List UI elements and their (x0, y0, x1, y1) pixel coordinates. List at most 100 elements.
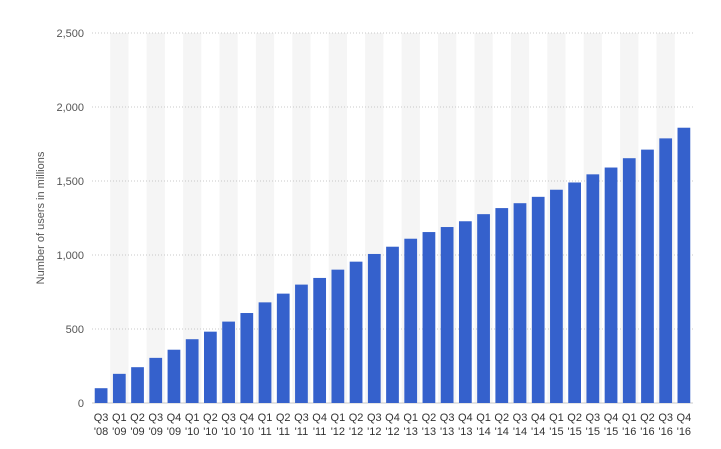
bar (604, 167, 618, 403)
x-tick-label-quarter: Q1 (331, 412, 346, 424)
bar (222, 321, 235, 403)
x-tick-label-quarter: Q3 (513, 412, 528, 424)
bar (404, 238, 418, 403)
x-tick-label-year: '12 (385, 426, 399, 438)
x-tick-label-year: '16 (622, 426, 636, 438)
x-tick-label-quarter: Q2 (130, 412, 145, 424)
bars (94, 127, 691, 403)
x-tick-label-quarter: Q4 (677, 412, 692, 424)
x-tick-label-quarter: Q3 (94, 412, 109, 424)
y-tick-label: 2,000 (56, 102, 84, 114)
y-tick-label: 2,500 (56, 28, 84, 40)
background-band (219, 33, 238, 403)
x-tick-label-year: '11 (313, 426, 327, 438)
bar (167, 349, 181, 403)
bar (149, 357, 163, 403)
bar (422, 232, 436, 403)
bar (204, 331, 217, 403)
x-tick-label-year: '14 (476, 426, 490, 438)
bar (622, 158, 636, 403)
x-tick-label-quarter: Q1 (476, 412, 491, 424)
x-tick-label-year: '15 (549, 426, 563, 438)
bar (386, 246, 399, 403)
x-tick-label-year: '12 (349, 426, 363, 438)
x-tick-label-quarter: Q4 (604, 412, 619, 424)
x-tick-label-quarter: Q2 (494, 412, 509, 424)
x-tick-label-year: '10 (203, 426, 217, 438)
x-tick-label-year: '14 (513, 426, 527, 438)
x-tick-label-year: '11 (276, 426, 290, 438)
background-band (146, 33, 165, 403)
bar (367, 253, 381, 403)
x-tick-label-quarter: Q4 (531, 412, 546, 424)
bar (295, 284, 308, 403)
x-tick-label-quarter: Q4 (239, 412, 254, 424)
x-tick-label-year: '13 (422, 426, 436, 438)
bar (240, 313, 254, 403)
x-tick-label-year: '08 (94, 426, 108, 438)
bar (185, 339, 199, 403)
x-tick-label-year: '15 (604, 426, 618, 438)
bar (531, 196, 545, 403)
bar (513, 203, 527, 403)
x-tick-label-quarter: Q3 (658, 412, 673, 424)
bar (586, 174, 600, 403)
x-tick-label-quarter: Q1 (258, 412, 273, 424)
x-tick-label-year: '13 (458, 426, 472, 438)
x-tick-label-year: '14 (531, 426, 545, 438)
x-tick-label-year: '11 (258, 426, 272, 438)
x-tick-label-year: '13 (404, 426, 418, 438)
bar (440, 227, 454, 403)
x-tick-label-year: '12 (367, 426, 381, 438)
bar (276, 293, 290, 403)
x-tick-label-year: '16 (659, 426, 673, 438)
y-tick-label: 1,000 (56, 250, 84, 262)
x-tick-label-year: '09 (167, 426, 181, 438)
x-tick-label-year: '15 (567, 426, 581, 438)
bar (659, 138, 673, 403)
x-tick-label-quarter: Q3 (294, 412, 309, 424)
y-axis-ticks: 0 500 1,000 1,500 2,000 2,500 (56, 28, 84, 410)
x-tick-label-year: '15 (586, 426, 600, 438)
bar (477, 214, 490, 403)
x-tick-label-quarter: Q4 (167, 412, 182, 424)
x-tick-label-year: '16 (677, 426, 691, 438)
bar (112, 373, 126, 403)
background-band (183, 33, 202, 403)
x-tick-label-year: '12 (331, 426, 345, 438)
bar (94, 388, 108, 403)
x-tick-label-quarter: Q2 (640, 412, 655, 424)
bar (550, 189, 563, 403)
x-tick-label-quarter: Q1 (185, 412, 200, 424)
x-tick-label-year: '10 (185, 426, 199, 438)
x-tick-label-quarter: Q3 (221, 412, 236, 424)
x-tick-label-year: '11 (295, 426, 309, 438)
x-tick-label-year: '10 (221, 426, 235, 438)
bar (131, 367, 144, 403)
bar (331, 269, 345, 403)
x-tick-label-quarter: Q1 (403, 412, 418, 424)
bar (495, 208, 509, 403)
y-tick-label: 500 (66, 324, 84, 336)
x-tick-label-quarter: Q2 (349, 412, 364, 424)
x-tick-label-quarter: Q3 (367, 412, 382, 424)
x-tick-label-year: '16 (640, 426, 654, 438)
x-tick-label-quarter: Q2 (567, 412, 582, 424)
background-band (110, 33, 129, 403)
x-tick-label-quarter: Q3 (148, 412, 163, 424)
y-axis-label: Number of users in millions (35, 151, 47, 284)
bar (313, 277, 327, 403)
bar (677, 127, 691, 403)
x-axis-ticks: Q3'08Q1'09Q2'09Q3'09Q4'09Q1'10Q2'10Q3'10… (94, 412, 691, 438)
bar (258, 302, 272, 403)
x-tick-label-quarter: Q2 (203, 412, 218, 424)
bar (568, 182, 581, 403)
y-tick-label: 1,500 (56, 176, 84, 188)
x-tick-label-quarter: Q1 (112, 412, 127, 424)
x-tick-label-year: '13 (440, 426, 454, 438)
x-tick-label-quarter: Q3 (440, 412, 455, 424)
bar (641, 149, 654, 403)
x-tick-label-year: '10 (240, 426, 254, 438)
bar (349, 261, 363, 403)
